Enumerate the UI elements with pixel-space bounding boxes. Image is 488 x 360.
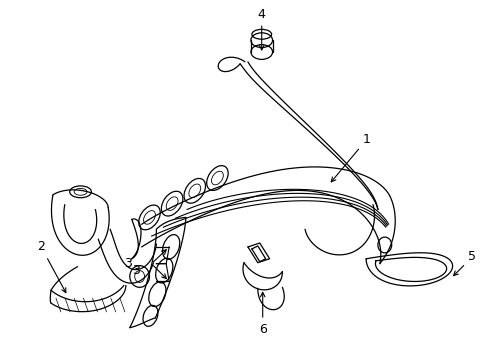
Text: 6: 6 [258,292,266,336]
Text: 2: 2 [37,240,66,293]
Text: 1: 1 [330,132,370,182]
Text: 5: 5 [453,250,475,276]
Text: 4: 4 [257,8,265,50]
Text: 3: 3 [131,264,140,277]
Text: 3: 3 [123,257,131,270]
